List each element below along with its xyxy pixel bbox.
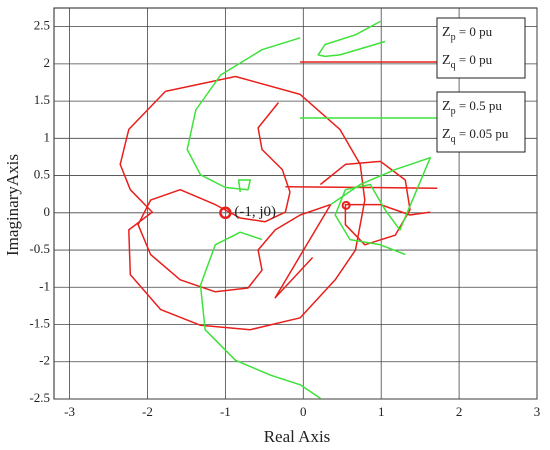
legend-sub: p bbox=[451, 106, 456, 117]
legend-var: Z bbox=[442, 99, 451, 114]
legend-text: = 0.05 pu bbox=[456, 126, 509, 141]
y-tick-label: -2 bbox=[39, 353, 50, 368]
legend-entry: Zq = 0 pu bbox=[442, 52, 493, 71]
y-tick-label: -2.5 bbox=[29, 390, 50, 405]
legend-sub: q bbox=[451, 60, 456, 71]
y-tick-label: 0 bbox=[44, 204, 51, 219]
y-tick-label: 2.5 bbox=[34, 18, 50, 33]
x-tick-label: -3 bbox=[64, 404, 75, 419]
x-tick-label: 0 bbox=[300, 404, 307, 419]
legend-entry: Zp = 0.5 pu bbox=[442, 98, 502, 117]
y-axis-label: ImaginaryAxis bbox=[3, 154, 22, 256]
y-tick-label: 1.5 bbox=[34, 92, 50, 107]
legend-var: Z bbox=[442, 25, 451, 40]
x-tick-label: -1 bbox=[220, 404, 231, 419]
legend-text: = 0 pu bbox=[456, 24, 493, 39]
legend-text: = 0 pu bbox=[456, 52, 493, 67]
legend-sub: p bbox=[451, 32, 456, 43]
marker bbox=[341, 200, 351, 210]
x-tick-label: -2 bbox=[142, 404, 153, 419]
x-axis-label: Real Axis bbox=[264, 427, 331, 446]
legend-entry: Zq = 0.05 pu bbox=[442, 126, 509, 145]
legend-sub: q bbox=[451, 134, 456, 145]
y-tick-label: 2 bbox=[44, 55, 51, 70]
x-tick-label: 1 bbox=[378, 404, 385, 419]
legend-var: Z bbox=[442, 127, 451, 142]
y-tick-label: 0.5 bbox=[34, 167, 50, 182]
series-line bbox=[186, 20, 432, 399]
y-tick-label: -0.5 bbox=[29, 241, 50, 256]
legend-box bbox=[436, 91, 526, 153]
y-tick-label: 1 bbox=[44, 129, 51, 144]
legend-entry: Zp = 0 pu bbox=[442, 24, 493, 43]
x-tick-label: 2 bbox=[456, 404, 463, 419]
y-tick-label: -1.5 bbox=[29, 316, 50, 331]
series-line bbox=[119, 75, 438, 331]
legend-text: = 0.5 pu bbox=[456, 98, 503, 113]
annotation: (-1, j0) bbox=[234, 204, 276, 220]
marker bbox=[219, 206, 232, 220]
y-tick-label: -1 bbox=[39, 278, 50, 293]
x-tick-label: 3 bbox=[534, 404, 541, 419]
legend-box bbox=[436, 17, 526, 79]
legend-var: Z bbox=[442, 53, 451, 68]
